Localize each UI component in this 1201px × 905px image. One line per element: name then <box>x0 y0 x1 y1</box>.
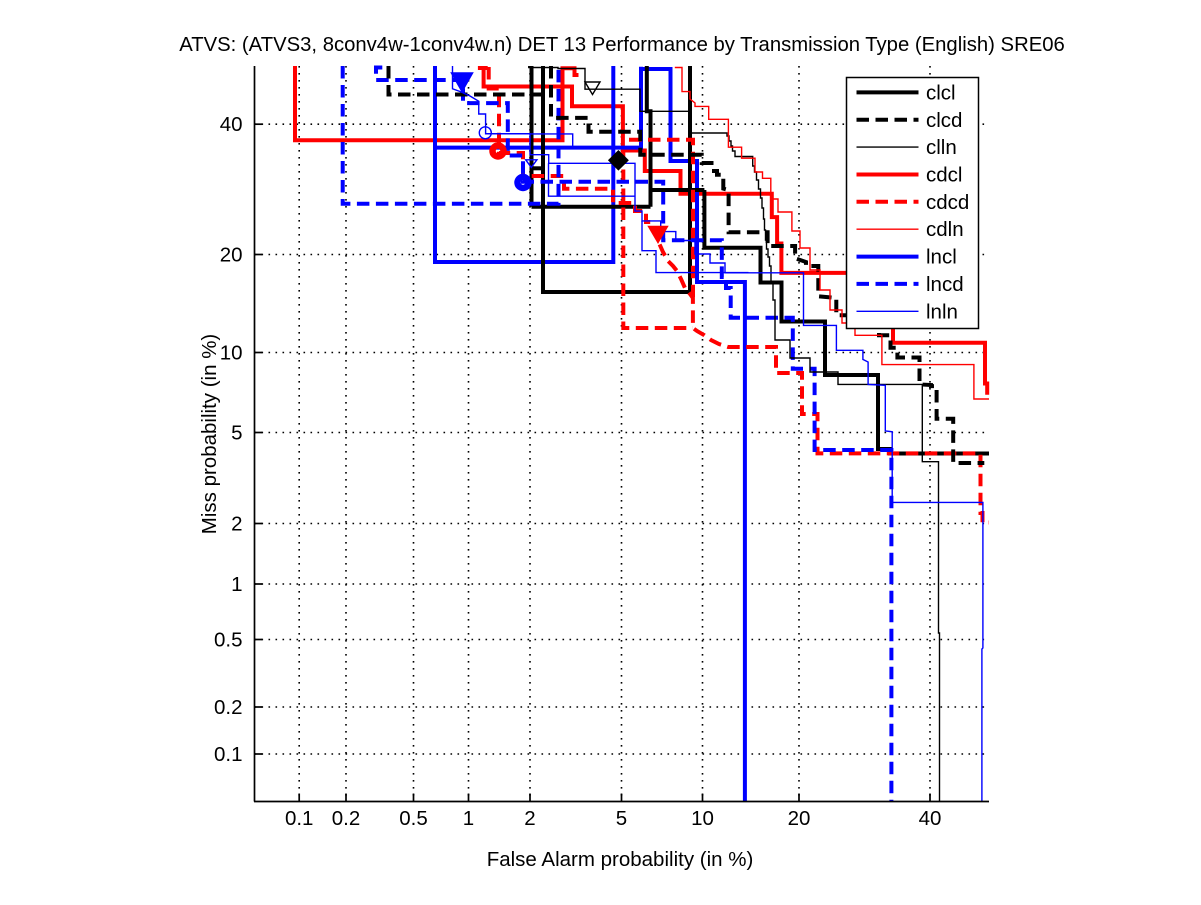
svg-text:cdln: cdln <box>926 218 964 241</box>
svg-text:Miss probability (in %): Miss probability (in %) <box>198 334 221 535</box>
svg-text:1: 1 <box>463 807 474 830</box>
svg-text:0.2: 0.2 <box>214 696 243 719</box>
svg-text:clln: clln <box>926 136 957 159</box>
svg-text:5: 5 <box>231 422 242 445</box>
svg-text:clcd: clcd <box>926 109 962 132</box>
svg-text:False Alarm probability (in %): False Alarm probability (in %) <box>487 848 754 871</box>
svg-text:0.1: 0.1 <box>285 807 314 830</box>
svg-text:40: 40 <box>220 113 243 136</box>
svg-text:1: 1 <box>231 573 242 596</box>
svg-text:5: 5 <box>616 807 627 830</box>
svg-text:ATVS: (ATVS3, 8conv4w-1conv4w.: ATVS: (ATVS3, 8conv4w-1conv4w.n) DET 13 … <box>179 34 1065 56</box>
svg-text:0.2: 0.2 <box>332 807 361 830</box>
svg-text:lnln: lnln <box>926 300 958 323</box>
svg-text:0.5: 0.5 <box>214 629 243 652</box>
svg-text:clcl: clcl <box>926 81 956 104</box>
svg-text:2: 2 <box>231 513 242 536</box>
svg-text:lncl: lncl <box>926 246 957 269</box>
svg-text:lncd: lncd <box>926 273 964 296</box>
svg-text:cdcd: cdcd <box>926 191 969 214</box>
svg-text:20: 20 <box>220 244 243 267</box>
svg-text:cdcl: cdcl <box>926 164 962 187</box>
svg-text:10: 10 <box>691 807 714 830</box>
svg-text:10: 10 <box>220 342 243 365</box>
svg-text:0.5: 0.5 <box>399 807 428 830</box>
svg-text:2: 2 <box>524 807 535 830</box>
svg-text:20: 20 <box>788 807 811 830</box>
svg-text:0.1: 0.1 <box>214 743 243 766</box>
svg-text:40: 40 <box>919 807 942 830</box>
